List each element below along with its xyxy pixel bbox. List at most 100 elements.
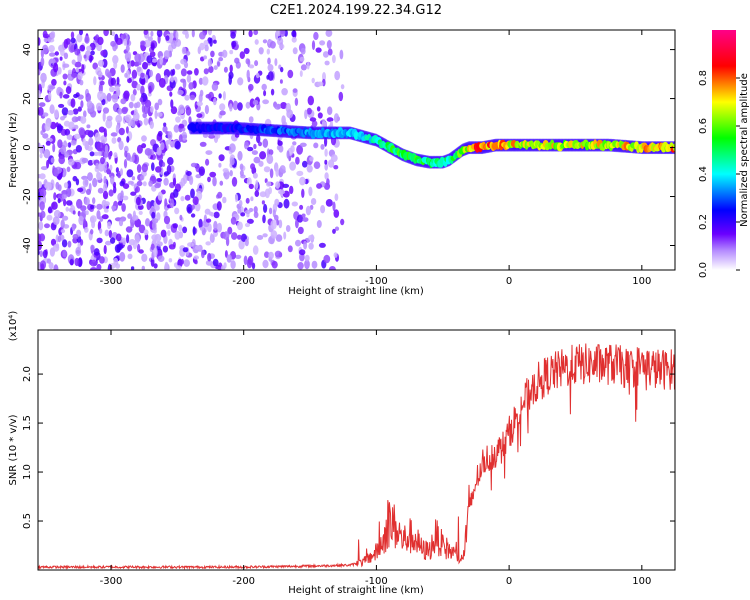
noise-cell <box>291 201 298 207</box>
noise-cell <box>178 123 185 129</box>
noise-cell <box>151 234 158 241</box>
snr-series-line <box>38 343 675 570</box>
noise-cell <box>74 257 80 267</box>
noise-cell <box>210 233 213 243</box>
colorbar-gradient <box>712 30 736 270</box>
noise-cell <box>124 114 132 123</box>
noise-cell <box>83 54 87 59</box>
noise-cell <box>38 106 44 116</box>
noise-cell <box>192 226 196 236</box>
noise-cell <box>131 69 138 79</box>
noise-cell <box>75 67 79 73</box>
noise-cell <box>114 244 121 253</box>
noise-cell <box>172 68 176 76</box>
y-tick-label: -40 <box>22 237 33 253</box>
noise-cell <box>150 42 155 51</box>
noise-cell <box>131 80 138 89</box>
x-tick-label: -300 <box>100 276 123 287</box>
noise-cell <box>86 124 91 129</box>
noise-cell <box>252 245 259 255</box>
noise-cell <box>245 58 250 65</box>
noise-cell <box>164 198 168 207</box>
noise-cell <box>57 198 61 204</box>
noise-cell <box>276 219 280 226</box>
noise-cell <box>188 82 194 90</box>
noise-cell <box>163 50 170 60</box>
noise-cell <box>63 151 70 158</box>
noise-cell <box>175 265 182 270</box>
noise-cell <box>130 60 135 67</box>
noise-cell <box>145 218 150 227</box>
noise-cell <box>280 66 284 73</box>
noise-cell <box>262 138 269 148</box>
noise-cell <box>208 211 213 216</box>
noise-cell <box>212 258 219 267</box>
noise-cell <box>179 214 183 221</box>
noise-cell <box>185 106 192 116</box>
y-tick-label: 20 <box>22 92 33 105</box>
noise-cell <box>86 100 93 109</box>
noise-cell <box>174 230 181 240</box>
noise-cell <box>53 62 59 73</box>
noise-cell <box>274 58 278 67</box>
noise-cell <box>81 157 89 163</box>
noise-cell <box>65 86 72 95</box>
noise-cell <box>319 40 326 46</box>
noise-cell <box>330 154 338 163</box>
noise-cell <box>63 120 71 127</box>
noise-cell <box>245 101 251 109</box>
noise-cell <box>146 200 151 211</box>
noise-cell <box>131 154 135 163</box>
noise-cell <box>74 48 80 56</box>
noise-cell <box>126 169 134 178</box>
noise-cell <box>99 228 103 234</box>
noise-cell <box>156 178 163 182</box>
noise-cell <box>310 198 317 205</box>
noise-cell <box>46 258 52 264</box>
noise-cell <box>53 209 61 219</box>
noise-cell <box>83 110 87 118</box>
noise-cell <box>218 57 224 62</box>
noise-cell <box>238 200 243 207</box>
noise-cell <box>256 235 264 240</box>
noise-cell <box>201 76 209 86</box>
noise-cell <box>262 99 269 105</box>
noise-cell <box>138 210 143 215</box>
noise-cell <box>145 74 149 83</box>
noise-cell <box>259 191 267 198</box>
noise-cell <box>299 56 305 62</box>
noise-cell <box>195 245 202 250</box>
noise-cell <box>52 143 56 153</box>
noise-cell <box>134 53 142 63</box>
noise-cell <box>128 101 134 109</box>
noise-cell <box>253 143 257 150</box>
colorbar-tick-label: 0.4 <box>698 166 709 182</box>
noise-cell <box>126 234 130 244</box>
noise-cell <box>203 68 209 75</box>
noise-cell <box>222 196 227 204</box>
noise-cell <box>227 226 233 235</box>
noise-cell <box>111 31 116 37</box>
noise-cell <box>57 67 62 75</box>
noise-cell <box>324 159 328 165</box>
noise-cell <box>92 177 98 188</box>
noise-cell <box>121 203 126 212</box>
noise-cell <box>187 242 194 248</box>
noise-cell <box>190 213 196 218</box>
noise-cell <box>125 45 130 52</box>
noise-cell <box>142 61 148 70</box>
noise-cell <box>277 140 283 146</box>
noise-cell <box>219 110 226 116</box>
noise-cell <box>203 214 207 224</box>
noise-cell <box>40 57 45 67</box>
noise-cell <box>234 57 240 64</box>
noise-cell <box>222 49 228 59</box>
y-tick-label: 2.0 <box>22 366 33 382</box>
noise-cell <box>38 233 42 243</box>
noise-cell <box>186 171 192 176</box>
noise-cell <box>163 215 171 225</box>
noise-cell <box>169 91 173 97</box>
noise-cell <box>244 209 251 215</box>
noise-cell <box>42 30 48 38</box>
